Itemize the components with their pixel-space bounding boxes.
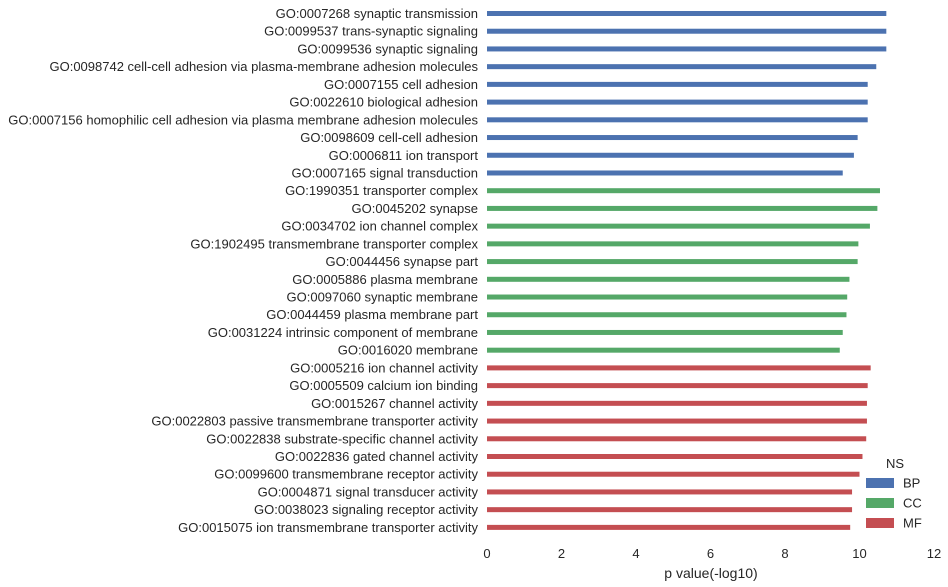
bar-bp (487, 46, 887, 52)
bar-mf (487, 489, 853, 495)
bar-cc (487, 223, 870, 229)
bar-bp (487, 64, 877, 70)
legend-swatch-mf (866, 518, 894, 528)
category-label: GO:0016020 membrane (338, 343, 478, 358)
bar-bp (487, 152, 854, 158)
bars-layer (487, 11, 887, 530)
bar-bp (487, 28, 887, 34)
bar-cc (487, 259, 858, 265)
legend-title: NS (886, 456, 904, 471)
category-label: GO:0034702 ion channel complex (281, 219, 478, 234)
bar-cc (487, 205, 878, 211)
category-label: GO:0038023 signaling receptor activity (254, 502, 479, 517)
legend-label-cc: CC (903, 496, 922, 511)
category-label: GO:1990351 transporter complex (285, 183, 478, 198)
category-label: GO:0099600 transmembrane receptor activi… (214, 467, 478, 482)
bar-cc (487, 188, 880, 194)
category-label: GO:0022838 substrate-specific channel ac… (206, 431, 478, 446)
bar-mf (487, 471, 860, 477)
category-label: GO:0022610 biological adhesion (289, 95, 478, 110)
category-label: GO:0004871 signal transducer activity (258, 484, 479, 499)
category-label: GO:0022803 passive transmembrane transpo… (151, 414, 478, 429)
x-tick-label: 2 (558, 546, 565, 561)
bar-cc (487, 312, 847, 318)
legend: NS BP CC MF (866, 456, 922, 531)
bar-mf (487, 400, 867, 406)
category-label: GO:0099537 trans-synaptic signaling (264, 24, 478, 39)
category-label: GO:0007156 homophilic cell adhesion via … (8, 112, 478, 127)
bar-bp (487, 11, 887, 16)
category-labels: GO:0007268 synaptic transmission GO:00995… (8, 6, 478, 535)
bar-cc (487, 294, 848, 300)
legend-label-bp: BP (903, 476, 920, 491)
bar-mf (487, 524, 851, 530)
x-tick-label: 10 (852, 546, 866, 561)
bar-bp (487, 117, 868, 123)
category-label: GO:0097060 synaptic membrane (287, 290, 479, 305)
category-label: GO:0045202 synapse (352, 201, 478, 216)
category-label: GO:0006811 ion transport (329, 148, 479, 163)
bar-bp (487, 135, 858, 141)
x-tick-label: 8 (781, 546, 788, 561)
category-label: GO:0099536 synaptic signaling (297, 41, 478, 56)
x-axis-title: p value(-log10) (664, 565, 757, 581)
category-label: GO:0031224 intrinsic component of membra… (208, 325, 478, 340)
bar-bp (487, 99, 868, 105)
category-label: GO:0007268 synaptic transmission (276, 6, 478, 21)
x-tick-label: 12 (927, 546, 941, 561)
category-label: GO:0022836 gated channel activity (275, 449, 479, 464)
category-label: GO:0005886 plasma membrane (292, 272, 478, 287)
legend-swatch-cc (866, 498, 894, 508)
bar-mf (487, 418, 867, 424)
bar-cc (487, 241, 859, 247)
category-label: GO:0044456 synapse part (326, 254, 479, 269)
category-label: GO:0007155 cell adhesion (324, 77, 478, 92)
category-label: GO:0005216 ion channel activity (290, 360, 478, 375)
x-axis: 0 2 4 6 8 10 12 (483, 546, 941, 561)
x-tick-label: 4 (632, 546, 639, 561)
category-label: GO:0015075 ion transmembrane transporter… (178, 520, 478, 535)
bar-cc (487, 276, 850, 282)
bar-mf (487, 454, 863, 459)
legend-label-mf: MF (903, 516, 922, 531)
x-tick-label: 6 (707, 546, 714, 561)
category-label: GO:0015267 channel activity (311, 396, 478, 411)
category-label: GO:0098609 cell-cell adhesion (300, 130, 478, 145)
bar-mf (487, 507, 853, 513)
x-tick-label: 0 (483, 546, 490, 561)
category-label: GO:1902495 transmembrane transporter com… (190, 236, 478, 251)
legend-swatch-bp (866, 478, 894, 488)
bar-cc (487, 347, 840, 353)
category-label: GO:0005509 calcium ion binding (289, 378, 478, 393)
bar-mf (487, 365, 871, 371)
bar-mf (487, 383, 868, 389)
category-label: GO:0098742 cell-cell adhesion via plasma… (49, 59, 478, 74)
bar-cc (487, 329, 843, 335)
bar-mf (487, 436, 867, 442)
bar-bp (487, 170, 843, 176)
bar-bp (487, 81, 868, 87)
category-label: GO:0044459 plasma membrane part (266, 307, 478, 322)
category-label: GO:0007165 signal transduction (292, 165, 478, 180)
